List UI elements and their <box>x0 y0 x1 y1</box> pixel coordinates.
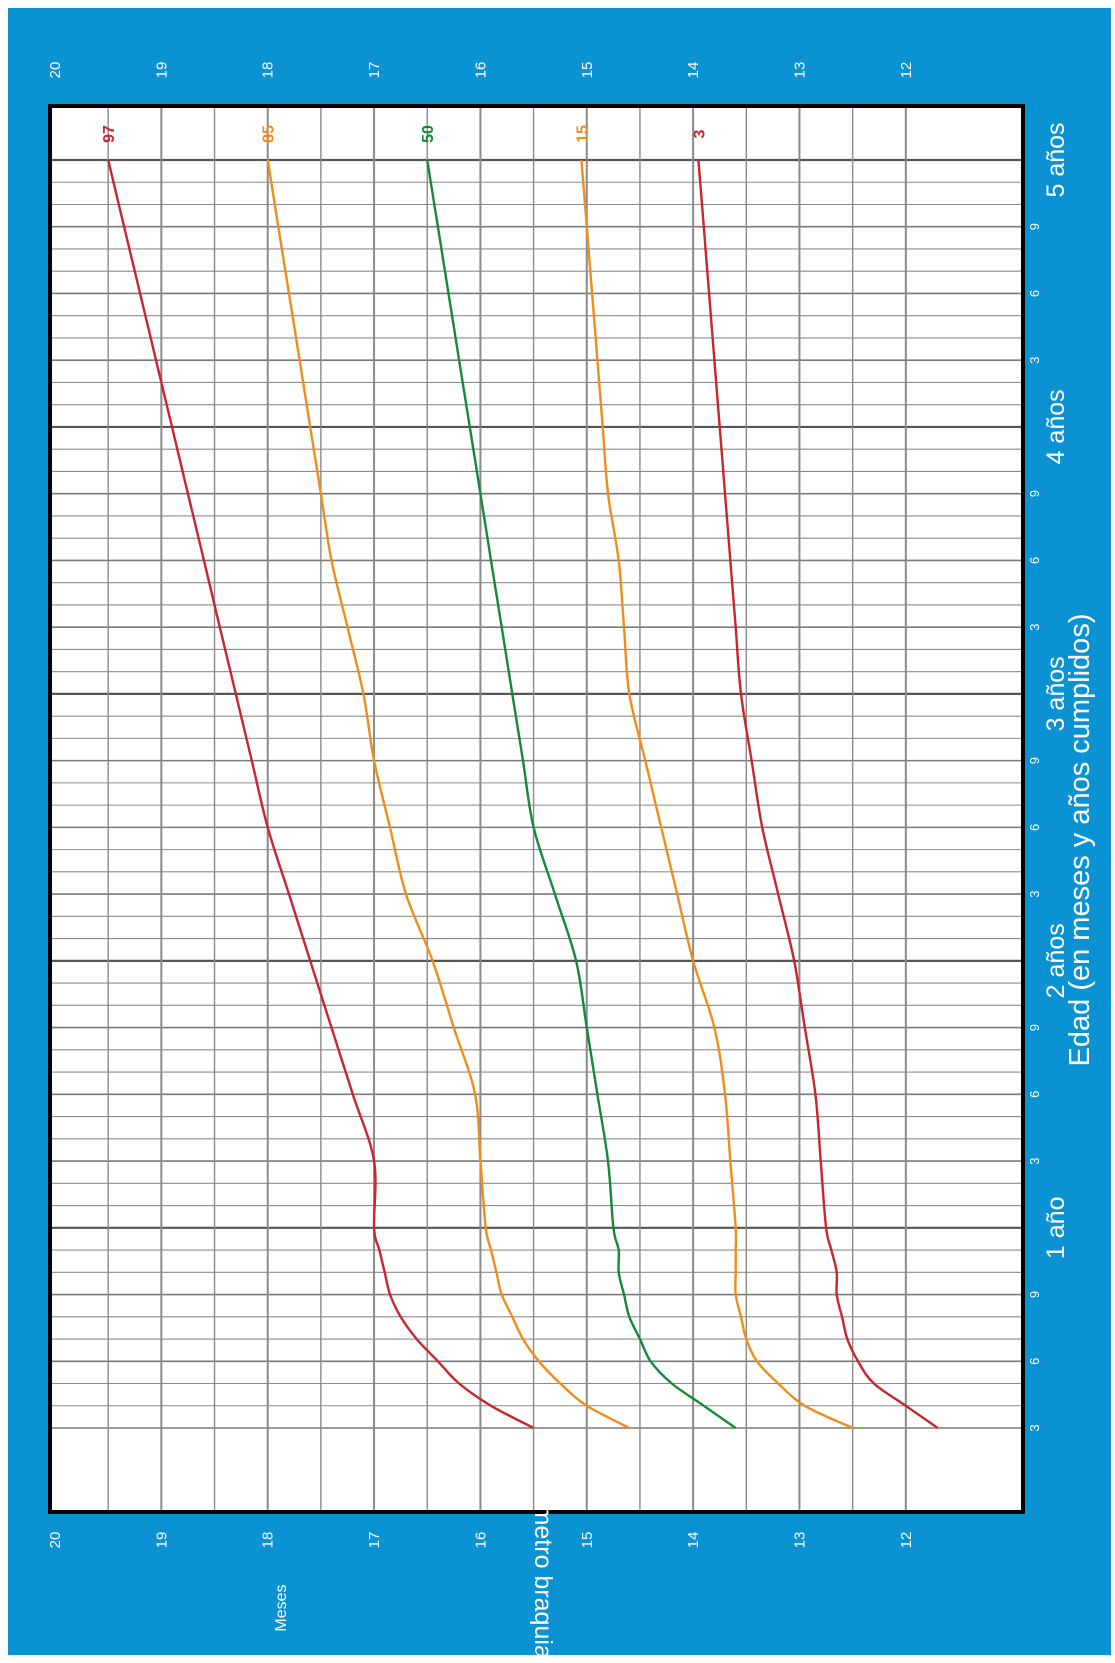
percentile-50-curve <box>426 159 737 1429</box>
percentile-15-curve <box>580 159 854 1430</box>
month-tick-label: 9 <box>1027 1024 1042 1031</box>
value-tick-label: 14 <box>685 1532 702 1549</box>
month-tick-label: 3 <box>1027 624 1042 631</box>
y-axis-label: Perímetro braquial (cm) <box>529 1459 557 1655</box>
value-tick-label: 14 <box>685 62 702 79</box>
value-tick-label: 18 <box>260 1532 277 1549</box>
month-tick-label: 3 <box>1027 890 1042 897</box>
value-tick-label: 19 <box>153 62 170 79</box>
value-tick-label: 20 <box>47 1532 64 1549</box>
plot-area <box>48 104 1025 1514</box>
month-tick-label: 9 <box>1027 223 1042 230</box>
x-axis-label: Edad (en meses y años cumplidos) <box>1064 614 1096 1067</box>
months-caption: Meses <box>273 1584 290 1631</box>
value-tick-label: 12 <box>898 1532 915 1549</box>
value-tick-label: 16 <box>472 1532 489 1549</box>
month-tick-label: 6 <box>1027 1091 1042 1098</box>
month-tick-label: 9 <box>1027 1291 1042 1298</box>
growth-chart: 97 85 50 15 3 12 12 13 13 14 14 15 15 16 16 17 17 18 18 19 1… <box>47 62 1096 1655</box>
plot-border <box>48 104 1025 1514</box>
value-tick-label: 13 <box>792 62 809 79</box>
percentile-3-label: 3 <box>691 129 708 138</box>
value-tick-label: 15 <box>579 62 596 79</box>
value-tick-label: 18 <box>260 62 277 79</box>
year-tick-label: 4 años <box>1042 389 1070 464</box>
tick-labels: 97 85 50 15 3 12 12 13 13 14 14 15 15 16 16 17 17 18 18 19 1… <box>47 62 1070 1549</box>
value-tick-label: 17 <box>366 62 383 79</box>
month-tick-label: 3 <box>1027 1424 1042 1431</box>
value-tick-label: 15 <box>579 1532 596 1549</box>
year-tick-label: 5 años <box>1042 122 1070 197</box>
percentile-85-curve <box>266 159 630 1430</box>
percentile-97-curve <box>107 159 535 1430</box>
month-tick-label: 6 <box>1027 824 1042 831</box>
percentile-97-label: 97 <box>101 125 118 143</box>
percentile-15-label: 15 <box>574 125 591 143</box>
value-tick-label: 19 <box>153 1532 170 1549</box>
year-tick-label: 1 año <box>1042 1197 1070 1260</box>
percentile-3-curve <box>697 159 939 1429</box>
month-tick-label: 6 <box>1027 1358 1042 1365</box>
value-tick-label: 16 <box>472 62 489 79</box>
year-tick-label: 2 años <box>1042 923 1070 998</box>
percentile-50-label: 50 <box>420 125 437 143</box>
percentile-85-label: 85 <box>261 125 278 143</box>
value-tick-label: 12 <box>898 62 915 79</box>
chart-frame: 97 85 50 15 3 12 12 13 13 14 14 15 15 16 16 17 17 18 18 19 1… <box>8 8 1111 1655</box>
month-tick-label: 3 <box>1027 357 1042 364</box>
value-tick-label: 17 <box>366 1532 383 1549</box>
percentile-curves <box>107 159 939 1430</box>
value-tick-label: 20 <box>47 62 64 79</box>
value-tick-label: 13 <box>792 1532 809 1549</box>
month-tick-label: 6 <box>1027 290 1042 297</box>
month-tick-label: 3 <box>1027 1157 1042 1164</box>
month-tick-label: 6 <box>1027 557 1042 564</box>
grid-lines <box>50 106 1023 1512</box>
month-tick-label: 9 <box>1027 757 1042 764</box>
year-tick-label: 3 años <box>1042 656 1070 731</box>
month-tick-label: 9 <box>1027 490 1042 497</box>
